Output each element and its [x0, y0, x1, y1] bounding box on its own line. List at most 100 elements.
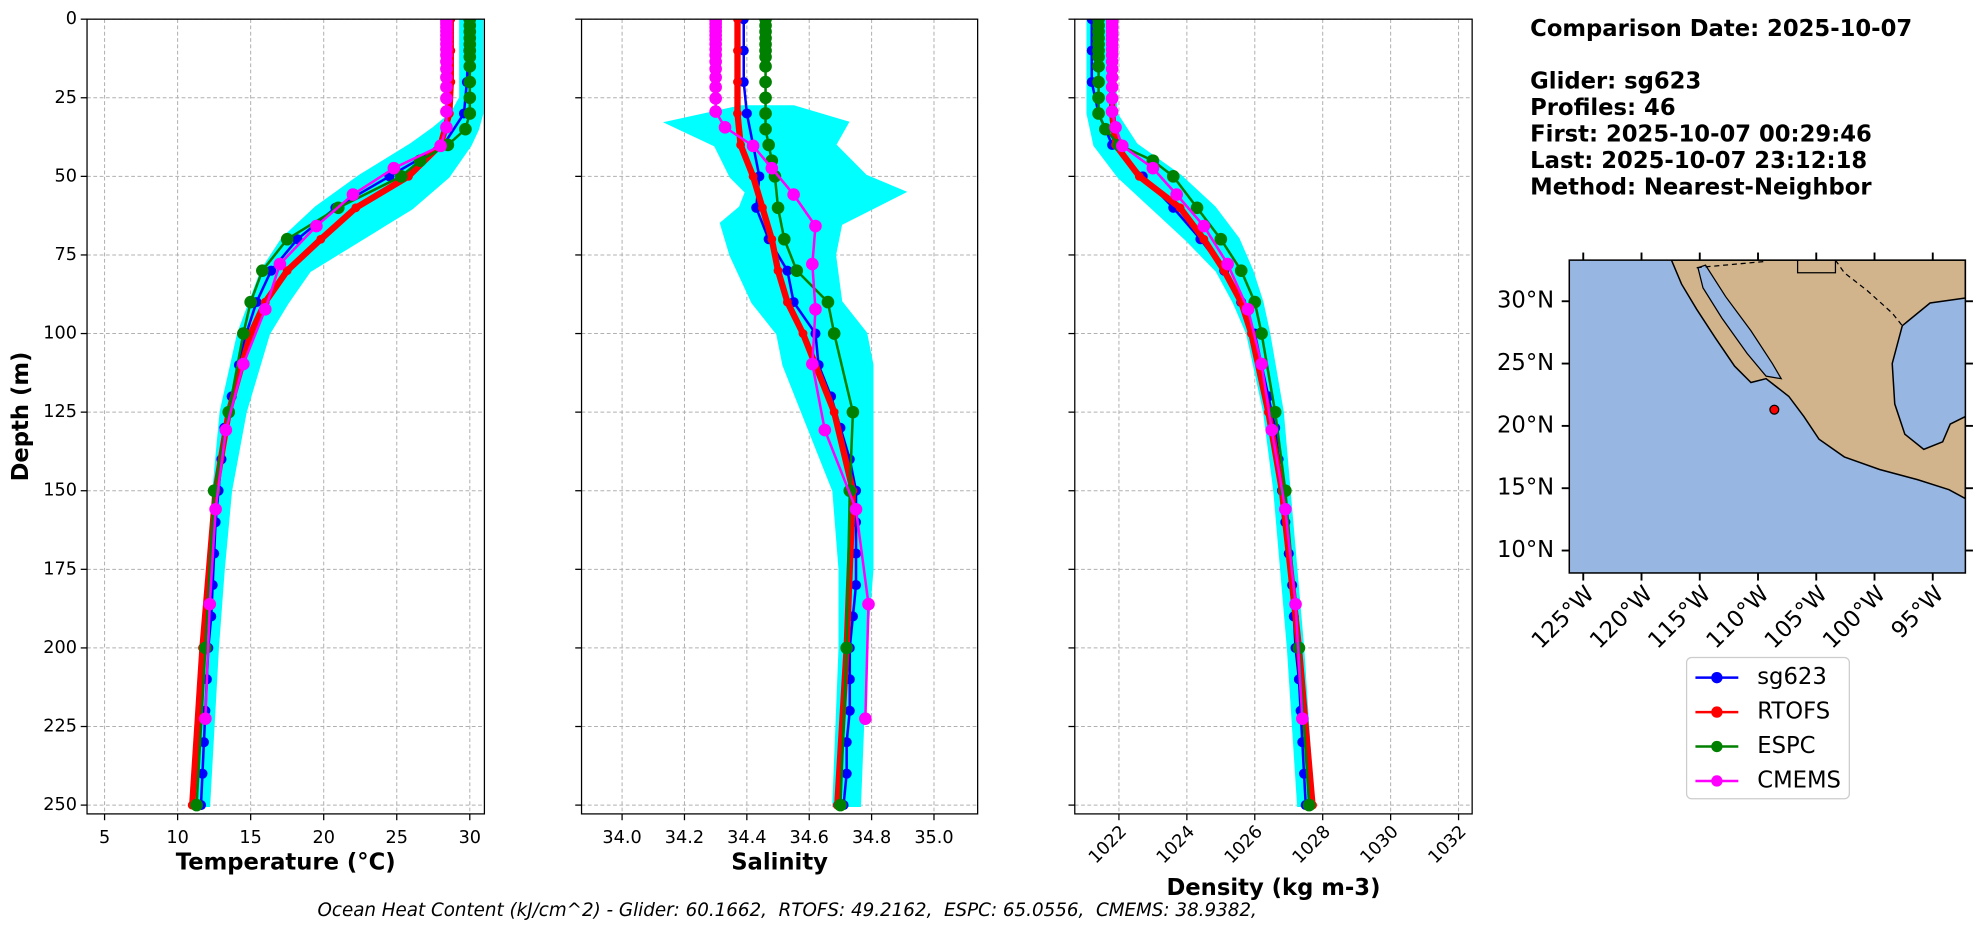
- profile-point: [748, 171, 758, 181]
- profile-point: [1279, 502, 1292, 516]
- profile-point: [859, 712, 872, 725]
- footer: Ocean Heat Content (kJ/cm^2) - Glider: 6…: [318, 900, 1257, 921]
- border: [1796, 260, 1837, 274]
- profile-point: [733, 19, 742, 24]
- profile-point: [738, 77, 749, 88]
- profile-point: [237, 327, 250, 340]
- axes-frame: [1074, 18, 1473, 815]
- profile-point: [1302, 798, 1316, 812]
- profile-point: [736, 140, 746, 150]
- glider-cloud: [196, 19, 484, 807]
- profile-point: [733, 77, 742, 87]
- x-tick-label: 95°W: [1886, 581, 1949, 644]
- glider-cloud: [663, 105, 908, 807]
- y-tick-label: 225: [43, 717, 77, 737]
- profile-point: [463, 50, 477, 64]
- profile-point: [765, 161, 779, 175]
- profile-point: [738, 45, 749, 56]
- x-tick-label: 110°W: [1702, 581, 1775, 654]
- legend-label: sg623: [1757, 664, 1827, 690]
- profile-point: [237, 357, 250, 371]
- x-tick-label: 10: [166, 828, 188, 848]
- border: [1696, 260, 1903, 327]
- profile-point: [316, 234, 326, 244]
- profile-point: [862, 597, 875, 611]
- profile-point: [463, 107, 477, 120]
- profile-point: [1234, 264, 1248, 277]
- y-tick-label: 100: [43, 324, 77, 344]
- profile-point: [782, 265, 793, 276]
- profile-point: [1166, 170, 1180, 183]
- profile-point: [280, 232, 294, 246]
- profile-point: [440, 92, 453, 105]
- profile-point: [1092, 75, 1105, 89]
- profile-point: [1092, 91, 1105, 105]
- x-tick-label: 1026: [1221, 822, 1267, 868]
- legend-box: [1685, 656, 1850, 800]
- profile-point: [310, 219, 323, 233]
- x-tick-label: 15: [239, 828, 261, 848]
- info-line: Profiles: 46: [1530, 95, 1675, 121]
- legend-marker: [1711, 740, 1723, 753]
- profile-point: [709, 80, 722, 94]
- y-tick-label: 10°N: [1497, 537, 1554, 563]
- profile-point: [434, 139, 447, 153]
- profile-point: [809, 219, 822, 233]
- profile-point: [850, 579, 862, 591]
- profile-point: [1099, 122, 1112, 136]
- profile-point: [1105, 80, 1119, 94]
- profile-point: [821, 295, 835, 309]
- profile-point: [1105, 71, 1119, 84]
- legend-marker: [1711, 775, 1723, 787]
- profile-point: [709, 105, 722, 118]
- x-tick-label: 34.0: [602, 828, 641, 848]
- x-tick-label: 34.4: [727, 828, 766, 848]
- y-tick-label: 150: [43, 481, 77, 501]
- profile-point: [440, 121, 453, 134]
- profile-point: [1092, 107, 1105, 120]
- legend-label: ESPC: [1757, 733, 1815, 759]
- glider-location: [1769, 404, 1780, 415]
- x-tick-label: 1028: [1289, 822, 1335, 868]
- profile-point: [1265, 423, 1279, 437]
- profile-point: [244, 295, 257, 309]
- info-line: Comparison Date: 2025-10-07: [1530, 16, 1912, 42]
- profile-point: [273, 257, 287, 271]
- profile-point: [463, 60, 477, 73]
- x-tick-label: 34.6: [790, 828, 829, 848]
- profile-point: [846, 405, 860, 419]
- profile-point: [197, 768, 208, 779]
- y-tick-label: 25°N: [1497, 350, 1554, 376]
- axes-frame: [86, 18, 486, 815]
- y-tick-label: 75: [54, 245, 76, 265]
- profile-point: [440, 80, 453, 94]
- profile-point: [387, 161, 401, 175]
- profile-point: [1255, 357, 1268, 371]
- profile-point: [199, 641, 212, 655]
- x-tick-label: 1022: [1085, 822, 1131, 868]
- profile-point: [1146, 161, 1160, 175]
- profile-point: [844, 705, 855, 716]
- profile-point: [806, 357, 819, 371]
- profile-point: [258, 303, 272, 316]
- profile-point: [733, 109, 742, 118]
- y-axis-label: Depth (m): [8, 352, 34, 482]
- profile-point: [741, 108, 752, 119]
- profile-point: [798, 329, 808, 338]
- x-tick-label: 100°W: [1818, 581, 1891, 654]
- profile-point: [759, 91, 772, 105]
- info-line: Last: 2025-10-07 23:12:18: [1530, 148, 1867, 174]
- info-line: First: 2025-10-07 00:29:46: [1530, 122, 1872, 148]
- plot-area: [187, 19, 484, 812]
- profile-point: [777, 232, 791, 246]
- profile-point: [1092, 60, 1105, 73]
- y-tick-label: 15°N: [1497, 475, 1554, 501]
- x-tick-label: 1030: [1357, 822, 1403, 868]
- y-tick-label: 0: [66, 9, 77, 29]
- profile-point: [463, 75, 477, 89]
- x-tick-label: 34.8: [852, 828, 891, 848]
- y-tick-label: 250: [43, 795, 77, 815]
- profile-point: [1255, 327, 1268, 340]
- profile-point: [782, 297, 792, 307]
- profile-point: [1170, 188, 1183, 201]
